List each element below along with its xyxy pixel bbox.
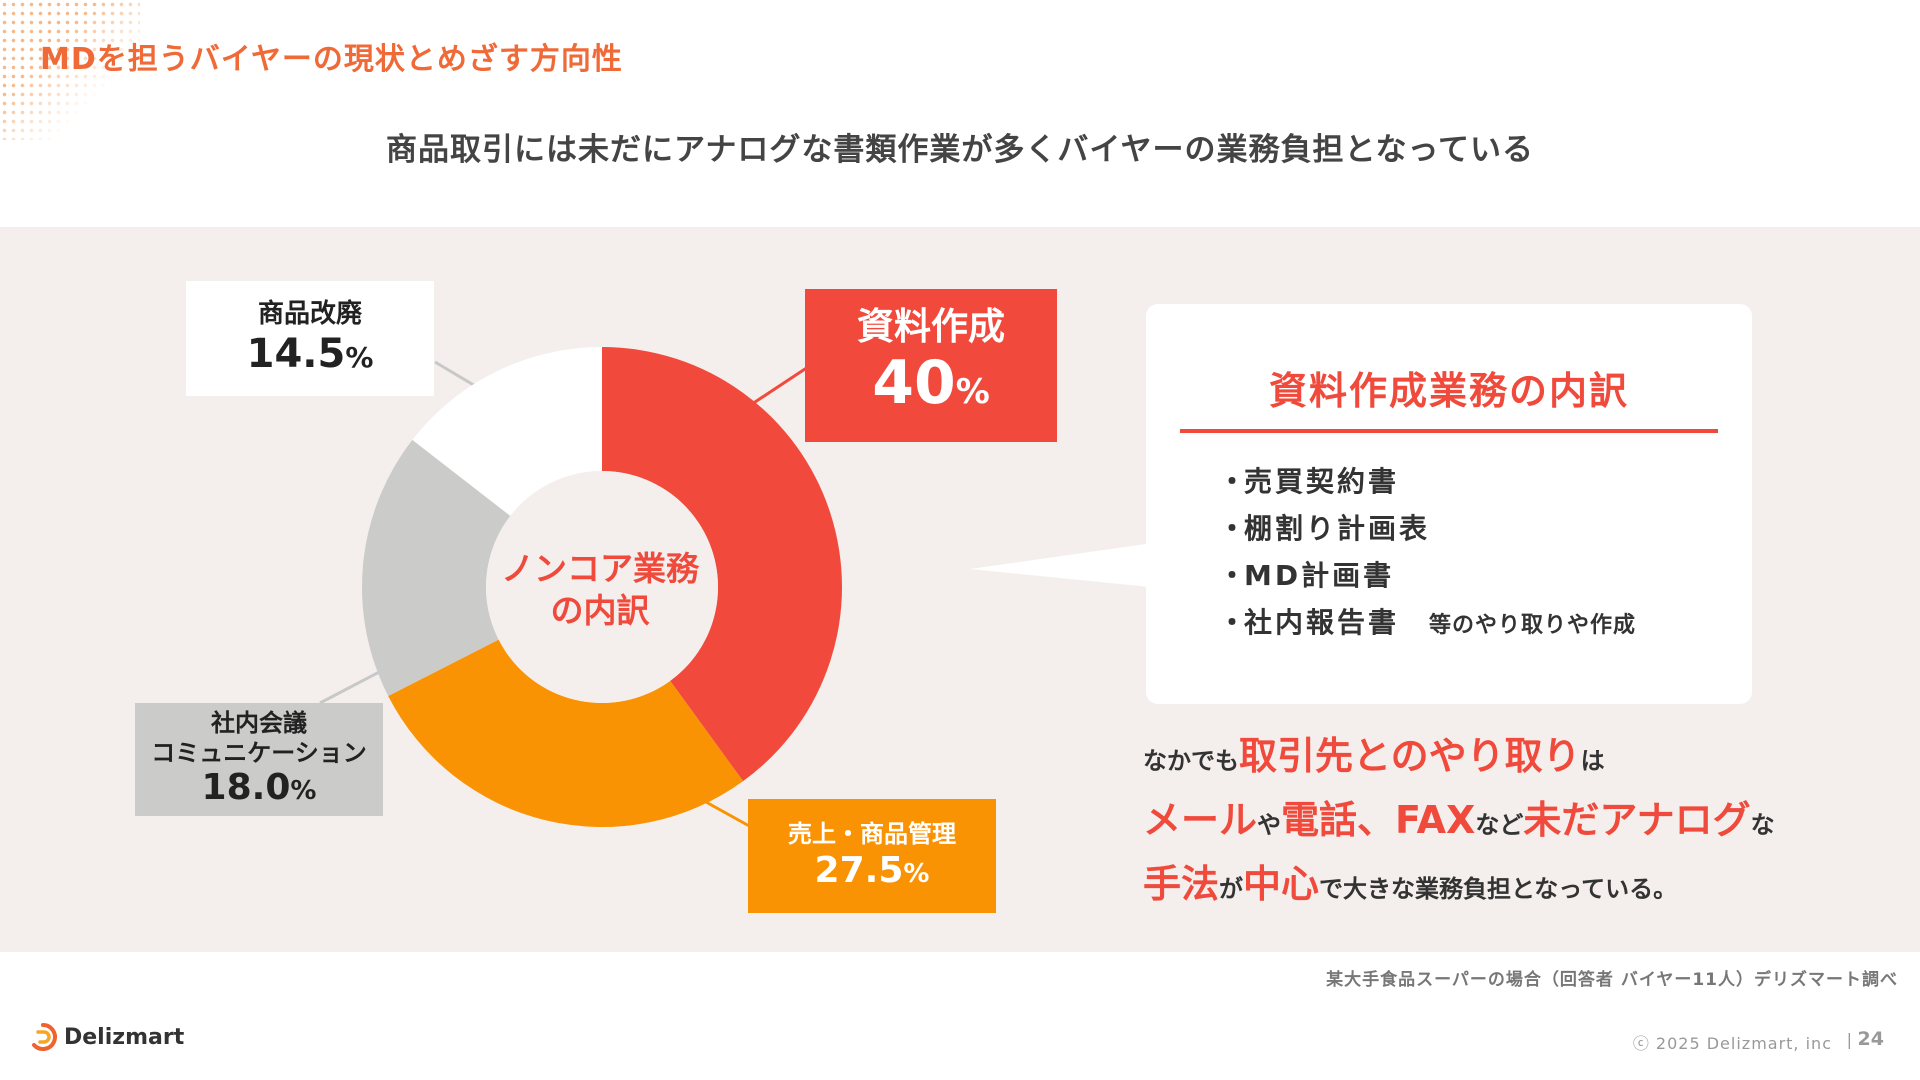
summary-text-highlight: 中心 (1243, 862, 1320, 906)
bullet: ・ (1218, 606, 1250, 639)
summary-text-highlight: 手法 (1143, 862, 1220, 906)
source-note: 某大手食品スーパーの場合（回答者 バイヤー11人）デリズマート調べ (1326, 970, 1898, 990)
summary-text-plain: や (1257, 811, 1282, 839)
bullet: ・ (1218, 512, 1250, 545)
label-value: 27.5 (814, 849, 904, 891)
list-item: ・MD計画書 (1218, 552, 1636, 599)
page-title: MDを担うバイヤーの現状とめざす方向性 (40, 42, 623, 77)
summary-text-plain: など (1475, 811, 1524, 839)
donut-chart (319, 347, 843, 834)
copyright: ⓒ 2025 Delizmart, inc (1632, 1034, 1832, 1053)
callout-divider (1180, 429, 1718, 433)
donut-slice-shouhin-kaihai (412, 347, 602, 516)
label-uriage-shouhin-kanri: 売上・商品管理 27.5% (748, 799, 996, 913)
center-label-line2: の内訳 (550, 591, 650, 630)
logo-mark-icon (32, 1023, 57, 1051)
label-value: 40 (872, 348, 956, 418)
label-name-line2: コミュニケーション (151, 739, 367, 767)
label-value: 14.5 (246, 330, 346, 377)
label-name: 売上・商品管理 (788, 819, 956, 848)
label-name: 商品改廃 (257, 298, 362, 329)
corner-dot-pattern (0, 0, 140, 140)
list-item-text: 売買契約書 (1244, 465, 1400, 498)
donut-slice-shiryou-sakusei (602, 347, 843, 782)
summary-text-highlight: 取引先とのやり取り (1239, 734, 1581, 778)
summary-line-3: 手法が中心で大きな業務負担となっている。 (1143, 856, 1920, 920)
bullet: ・ (1218, 559, 1250, 592)
label-unit: % (290, 776, 317, 806)
summary-line-2: メールや電話、FAXなど未だアナログな (1143, 792, 1920, 856)
label-unit: % (903, 858, 930, 889)
callout-pointer (970, 542, 1160, 588)
leader-line-shiryou-sakusei (751, 365, 809, 406)
list-item-text: MD計画書 (1244, 559, 1395, 592)
list-item-text: 棚割り計画表 (1244, 512, 1431, 545)
donut-center-label: ノンコア業務 の内訳 (470, 548, 730, 632)
center-label-line1: ノンコア業務 (501, 549, 699, 588)
label-unit: % (955, 372, 990, 412)
callout-title: 資料作成業務の内訳 (1268, 369, 1629, 413)
label-shanai-kaigi: 社内会議 コミュニケーション 18.0% (135, 703, 383, 816)
donut-hole (486, 471, 718, 703)
page-number-separator: | (1846, 1030, 1852, 1049)
summary-text-plain: な (1750, 811, 1775, 839)
list-item: ・社内報告書 等のやり取りや作成 (1218, 599, 1636, 649)
label-unit: % (345, 340, 374, 374)
summary-text-highlight: 未だアナログ (1523, 798, 1751, 842)
callout-box (1146, 304, 1752, 704)
donut-slice-shanai-kaigi (362, 439, 511, 696)
donut-slice-uriage-shouhin-kanri (388, 639, 744, 827)
headline: 商品取引には未だにアナログな書類作業が多くバイヤーの業務負担となっている (386, 132, 1534, 168)
summary-text-highlight: 電話、FAX (1281, 798, 1476, 842)
list-note: 等のやり取りや作成 (1429, 613, 1637, 638)
summary-text-plain: が (1219, 875, 1244, 903)
list-item: ・売買契約書 (1218, 458, 1636, 505)
page-number: 24 (1857, 1028, 1884, 1050)
label-shouhin-kaihai: 商品改廃 14.5% (186, 281, 434, 396)
list-item: ・棚割り計画表 (1218, 505, 1636, 552)
label-value: 18.0 (201, 767, 291, 808)
list-item-text: 社内報告書 (1244, 606, 1400, 639)
label-shiryou-sakusei: 資料作成 40% (805, 289, 1057, 442)
summary-text-plain: で大きな業務負担となっている。 (1319, 875, 1678, 903)
leader-line-shouhin-kaihai (434, 360, 478, 389)
leader-line-shanai-kaigi (319, 667, 386, 705)
summary-text-plain: なかでも (1143, 747, 1239, 775)
label-name-line1: 社内会議 (211, 709, 307, 737)
summary-line-1: なかでも取引先とのやり取りは (1143, 728, 1920, 792)
label-name: 資料作成 (857, 305, 1005, 348)
bullet: ・ (1218, 465, 1250, 498)
company-logo: Delizmart (28, 1022, 184, 1052)
summary-text-plain: は (1580, 747, 1605, 775)
logo-text: Delizmart (64, 1024, 185, 1050)
callout-list: ・売買契約書 ・棚割り計画表 ・MD計画書 ・社内報告書 等のやり取りや作成 (1218, 458, 1636, 649)
summary-text-highlight: メール (1143, 798, 1258, 842)
summary-text: なかでも取引先とのやり取りは メールや電話、FAXなど未だアナログな 手法が中心… (1143, 728, 1920, 920)
